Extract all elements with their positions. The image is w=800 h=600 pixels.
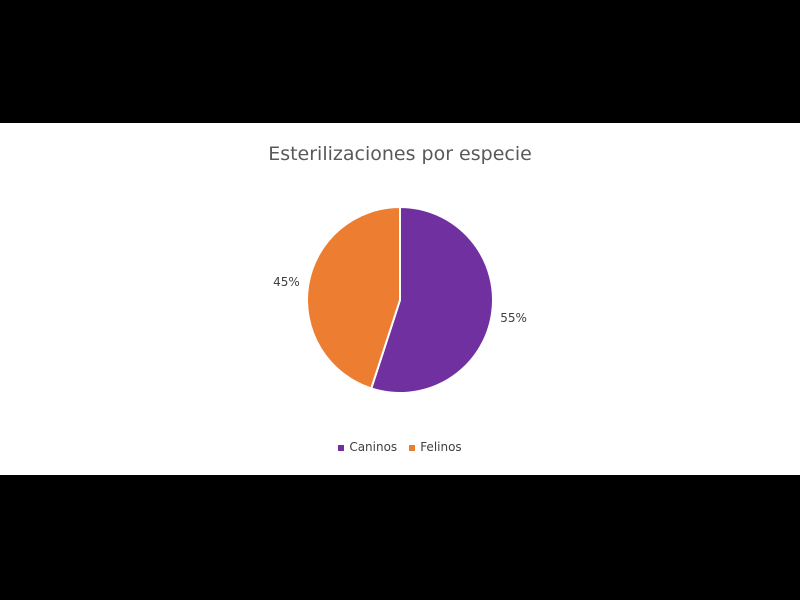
pie-slice-caninos <box>370 205 494 394</box>
legend-item: Caninos <box>338 440 397 454</box>
legend-swatch <box>409 444 416 451</box>
legend-item: Felinos <box>409 440 462 454</box>
legend-label: Felinos <box>420 440 462 454</box>
legend-swatch <box>338 444 345 451</box>
data-label: 55% <box>500 311 527 325</box>
data-label: 45% <box>273 275 300 289</box>
chart-title: Esterilizaciones por especie <box>268 143 532 165</box>
pie-slice-felinos <box>306 205 401 390</box>
legend: Caninos Felinos <box>0 440 800 454</box>
legend-label: Caninos <box>349 440 398 454</box>
